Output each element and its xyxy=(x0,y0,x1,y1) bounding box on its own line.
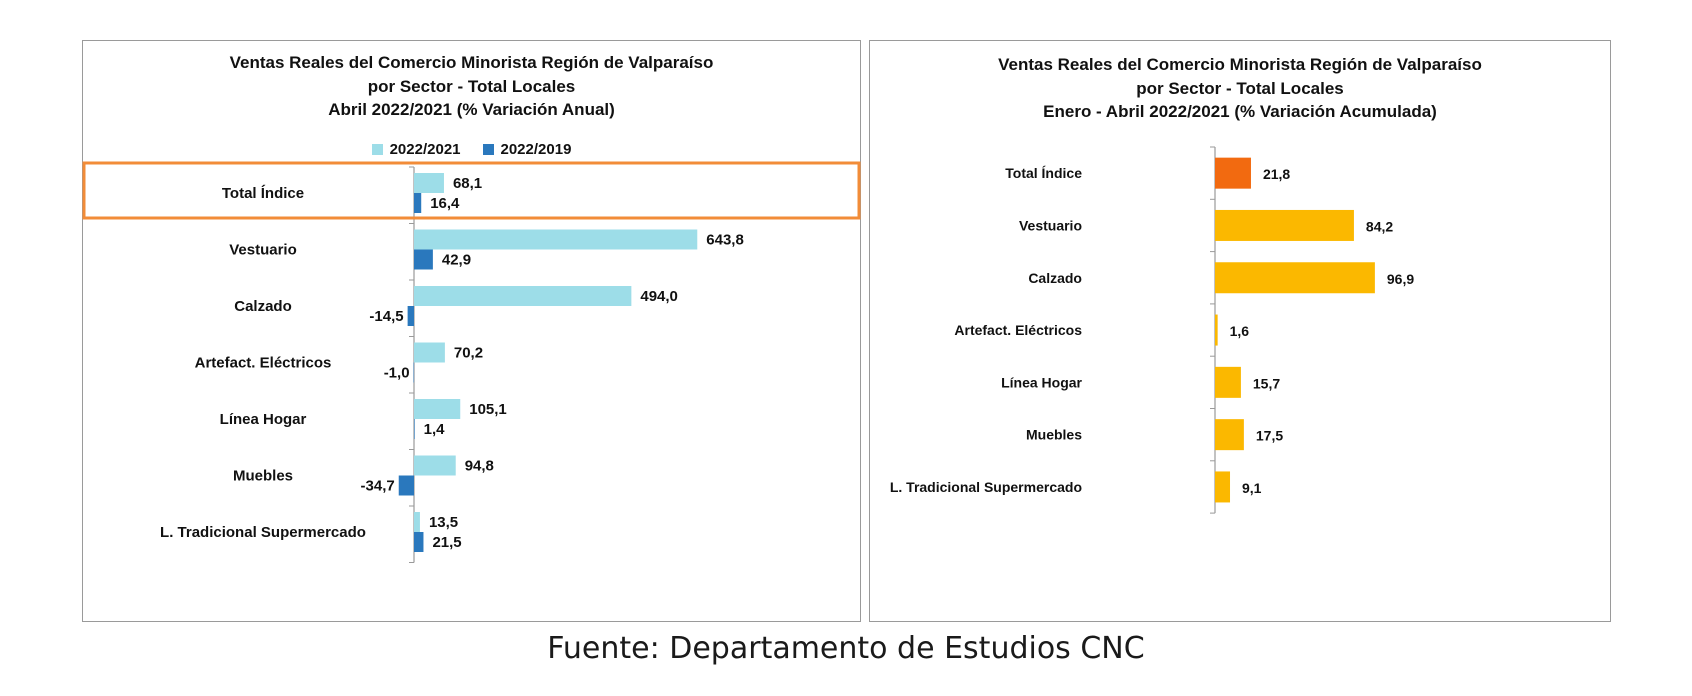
data-label: 21,8 xyxy=(1263,166,1290,182)
category-label: L. Tradicional Supermercado xyxy=(160,524,366,541)
data-label: 68,1 xyxy=(453,175,482,192)
legend-item-2022-2021: 2022/2021 xyxy=(371,141,461,158)
legend-label: 2022/2019 xyxy=(500,141,572,158)
bar xyxy=(1215,157,1251,189)
data-label: 1,6 xyxy=(1230,323,1250,339)
chart-title-line-2: por Sector - Total Locales xyxy=(1136,78,1344,98)
bar-2022-2019 xyxy=(414,532,424,552)
chart-title-line-3: Enero - Abril 2022/2021 (% Variación Acu… xyxy=(1043,102,1437,121)
data-label: 96,9 xyxy=(1387,271,1414,287)
bar-2022-2021 xyxy=(414,229,698,250)
category-label: Artefact. Eléctricos xyxy=(954,322,1082,338)
chart-title-cumulative: Ventas Reales del Comercio Minorista Reg… xyxy=(870,53,1610,124)
category-label: Total Índice xyxy=(1005,165,1082,181)
data-label: 17,5 xyxy=(1256,428,1283,444)
bar xyxy=(1215,419,1244,451)
category-label: Muebles xyxy=(233,468,293,485)
data-label: 16,4 xyxy=(430,195,460,212)
data-label: 70,2 xyxy=(454,345,483,362)
bar-2022-2021 xyxy=(414,399,461,419)
data-label: 643,8 xyxy=(706,232,744,249)
bar xyxy=(1215,314,1218,346)
data-label: 84,2 xyxy=(1366,218,1393,234)
bar-2022-2019 xyxy=(398,475,414,496)
chart-panel-annual: Ventas Reales del Comercio Minorista Reg… xyxy=(82,40,861,622)
chart-legend: 2022/2021 2022/2019 xyxy=(83,141,860,158)
chart-title-line-2: por Sector - Total Locales xyxy=(367,76,576,96)
category-label: Línea Hogar xyxy=(1001,374,1082,390)
bar xyxy=(1215,209,1354,241)
category-label: Total Índice xyxy=(222,185,304,202)
highlight-frame-total-indice xyxy=(82,161,861,220)
data-label: 105,1 xyxy=(469,401,507,418)
data-label: 9,1 xyxy=(1242,480,1262,496)
chart-title-line-3: Abril 2022/2021 (% Variación Anual) xyxy=(328,100,615,119)
bar-2022-2019 xyxy=(407,306,414,326)
data-label: 494,0 xyxy=(640,288,678,305)
bar-2022-2019 xyxy=(414,193,422,213)
category-label: L. Tradicional Supermercado xyxy=(890,479,1082,495)
bar xyxy=(1215,471,1231,503)
legend-item-2022-2019: 2022/2019 xyxy=(482,141,572,158)
bar-2022-2019 xyxy=(413,362,415,383)
category-label: Vestuario xyxy=(229,242,297,259)
bar-2022-2021 xyxy=(414,342,445,363)
source-footer: Fuente: Departamento de Estudios CNC xyxy=(547,631,1145,666)
data-label: 1,4 xyxy=(424,421,446,438)
cumulative-bar-chart: Total Índice 21,8 Vestuario 84,2 Calzado 96,9… xyxy=(890,146,1414,514)
bar-2022-2019 xyxy=(414,249,433,270)
bar-2022-2021 xyxy=(414,512,420,532)
bar-2022-2019 xyxy=(414,419,415,439)
bar-2022-2021 xyxy=(414,455,456,476)
bar-2022-2021 xyxy=(414,286,632,306)
bar xyxy=(1215,262,1375,294)
bar-2022-2021 xyxy=(414,173,444,193)
annual-bar-chart: Total Índice 68,1 16,4 Vestuario 643,8 42,9 Ca… xyxy=(82,161,861,563)
legend-label: 2022/2021 xyxy=(389,141,461,158)
category-label: Calzado xyxy=(234,298,292,315)
data-label: 94,8 xyxy=(465,458,494,475)
category-label: Calzado xyxy=(1028,270,1082,286)
data-label: -34,7 xyxy=(361,478,395,495)
legend-swatch xyxy=(371,144,383,155)
chart-panel-cumulative: Ventas Reales del Comercio Minorista Reg… xyxy=(869,40,1611,622)
data-label: 13,5 xyxy=(429,514,458,531)
data-label: -1,0 xyxy=(384,365,410,382)
chart-title-line-1: Ventas Reales del Comercio Minorista Reg… xyxy=(229,53,714,72)
category-label: Vestuario xyxy=(1019,217,1082,233)
category-label: Línea Hogar xyxy=(220,411,307,428)
chart-title-annual: Ventas Reales del Comercio Minorista Reg… xyxy=(83,51,860,122)
bar xyxy=(1215,366,1241,398)
data-label: 42,9 xyxy=(442,252,471,269)
data-label: -14,5 xyxy=(369,308,403,325)
legend-swatch xyxy=(482,144,494,155)
data-label: 21,5 xyxy=(432,534,461,551)
category-label: Artefact. Eléctricos xyxy=(195,355,332,372)
category-label: Muebles xyxy=(1026,427,1082,443)
data-label: 15,7 xyxy=(1253,375,1280,391)
chart-title-line-1: Ventas Reales del Comercio Minorista Reg… xyxy=(998,55,1482,74)
